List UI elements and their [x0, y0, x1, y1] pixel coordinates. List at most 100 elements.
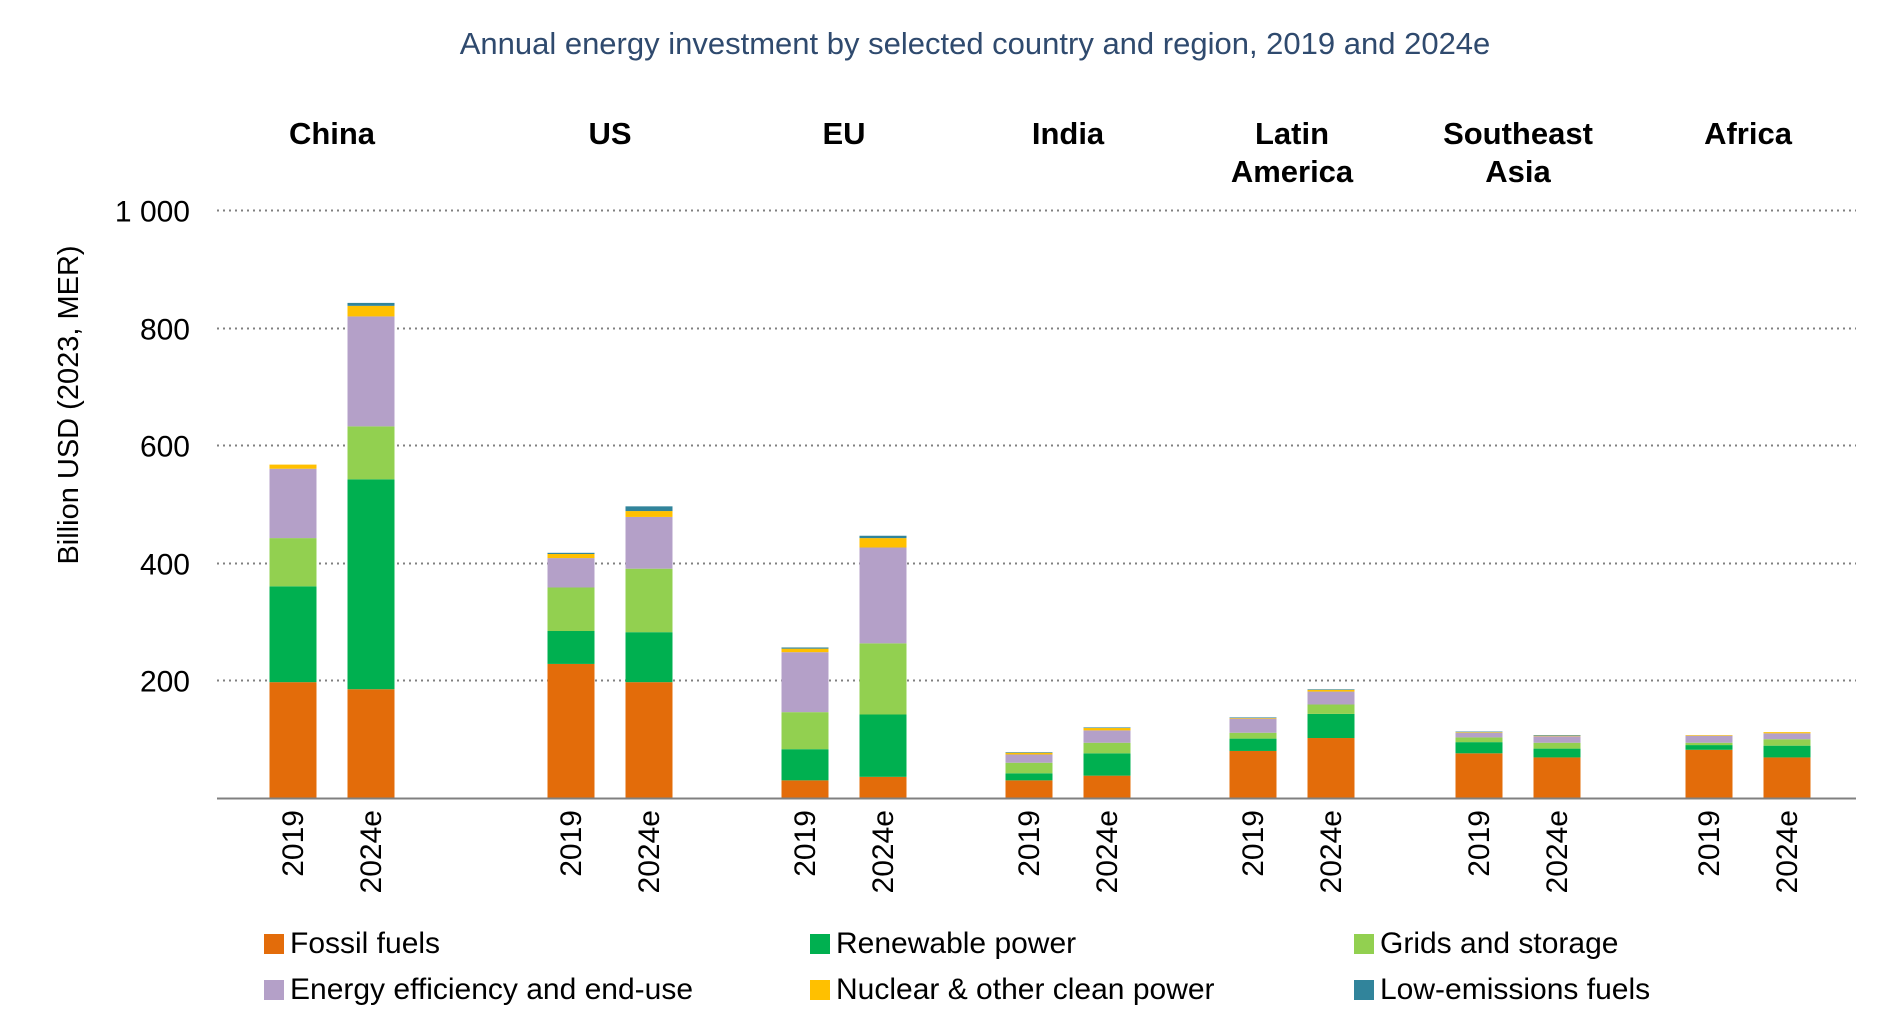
legend-swatch — [264, 980, 284, 1000]
bar-segment-grids-and-storage — [1005, 762, 1053, 774]
bar-segment-nuclear-other-clean-power — [547, 553, 595, 559]
y-tick-label: 800 — [140, 314, 190, 347]
bar-segment-renewable-power — [1533, 748, 1581, 758]
bar-segment-renewable-power — [1763, 745, 1811, 758]
group-label-eu: EU — [822, 116, 865, 151]
bar-segment-energy-efficiency-and-end-use — [547, 558, 595, 588]
x-tick-label: 2024e — [355, 810, 388, 893]
bar-segment-low-emissions-fuels — [1229, 717, 1277, 719]
bar-segment-grids-and-storage — [269, 538, 317, 587]
legend-item-renewable-power: Renewable power — [810, 927, 1076, 960]
bar-segment-nuclear-other-clean-power — [781, 648, 829, 653]
bar-segment-fossil-fuels — [859, 776, 907, 798]
bar-segment-energy-efficiency-and-end-use — [1533, 736, 1581, 743]
bar-segment-nuclear-other-clean-power — [1455, 732, 1503, 733]
bar-segment-low-emissions-fuels — [781, 647, 829, 649]
bar-segment-fossil-fuels — [1763, 757, 1811, 798]
bar-segment-fossil-fuels — [1455, 753, 1503, 798]
bars — [269, 302, 1811, 798]
bar-segment-fossil-fuels — [625, 682, 673, 798]
y-tick-label: 400 — [140, 549, 190, 582]
group-label-africa: Africa — [1704, 116, 1793, 151]
bar-segment-energy-efficiency-and-end-use — [625, 516, 673, 569]
bar-segment-fossil-fuels — [1005, 780, 1053, 798]
bar-group-eu — [781, 535, 907, 798]
legend-label: Renewable power — [836, 927, 1076, 960]
legend-item-low-emissions-fuels: Low-emissions fuels — [1354, 973, 1650, 1006]
bar-segment-renewable-power — [1229, 738, 1277, 751]
bar-segment-renewable-power — [1455, 742, 1503, 754]
bar-segment-nuclear-other-clean-power — [347, 305, 395, 317]
legend-label: Grids and storage — [1380, 927, 1618, 960]
legend-label: Nuclear & other clean power — [836, 973, 1215, 1006]
bar-segment-grids-and-storage — [347, 426, 395, 480]
group-label-india: India — [1032, 116, 1105, 151]
bar-segment-low-emissions-fuels — [1455, 731, 1503, 733]
bar-group-southeast-asia — [1455, 731, 1581, 798]
x-tick-label: 2019 — [555, 810, 588, 877]
legend-label: Low-emissions fuels — [1380, 973, 1650, 1006]
bar-segment-energy-efficiency-and-end-use — [781, 652, 829, 713]
bar-segment-low-emissions-fuels — [1005, 752, 1053, 753]
legend-swatch — [264, 934, 284, 954]
bar-segment-energy-efficiency-and-end-use — [1005, 754, 1053, 763]
x-tick-label: 2024e — [1541, 810, 1574, 893]
bar-segment-energy-efficiency-and-end-use — [347, 316, 395, 427]
bar-segment-renewable-power — [781, 749, 829, 781]
bar-group-us — [547, 506, 673, 798]
bar-segment-nuclear-other-clean-power — [1685, 735, 1733, 736]
bar-segment-nuclear-other-clean-power — [1533, 735, 1581, 737]
bar-segment-low-emissions-fuels — [347, 302, 395, 306]
legend-item-nuclear-other-clean-power: Nuclear & other clean power — [810, 973, 1215, 1006]
bar-segment-grids-and-storage — [1455, 737, 1503, 743]
bar-segment-renewable-power — [1685, 745, 1733, 750]
bar-segment-low-emissions-fuels — [1307, 689, 1355, 690]
bar-segment-nuclear-other-clean-power — [1229, 718, 1277, 719]
bar-segment-energy-efficiency-and-end-use — [1685, 735, 1733, 743]
legend-item-fossil-fuels: Fossil fuels — [264, 927, 440, 960]
group-label-us: US — [588, 116, 631, 151]
bar-segment-nuclear-other-clean-power — [859, 538, 907, 548]
bar-segment-grids-and-storage — [1685, 742, 1733, 746]
bar-group-latin-america — [1229, 689, 1355, 798]
x-axis-ticks: 2019 2024e 2019 2024e 2019 2024e 2019 2024e 2019… — [277, 810, 1804, 893]
bar-segment-renewable-power — [1307, 713, 1355, 739]
bar-segment-energy-efficiency-and-end-use — [1455, 732, 1503, 738]
y-axis-title: Billion USD (2023, MER) — [53, 245, 85, 564]
bar-segment-fossil-fuels — [1083, 775, 1131, 798]
bar-segment-grids-and-storage — [1763, 739, 1811, 746]
legend-item-energy-efficiency-and-end-use: Energy efficiency and end-use — [264, 973, 693, 1006]
group-label-china: China — [289, 116, 376, 151]
bar-group-africa — [1685, 732, 1811, 798]
bar-segment-renewable-power — [1083, 753, 1131, 776]
bar-segment-nuclear-other-clean-power — [1763, 732, 1811, 734]
bar-segment-fossil-fuels — [1307, 738, 1355, 798]
bar-segment-energy-efficiency-and-end-use — [1083, 730, 1131, 743]
bar-segment-fossil-fuels — [1533, 757, 1581, 798]
bar-segment-grids-and-storage — [1229, 732, 1277, 739]
bar-segment-grids-and-storage — [781, 712, 829, 750]
x-tick-label: 2019 — [1237, 810, 1270, 877]
group-labels: China US EU India Latin America Southeast Asia A… — [289, 116, 1793, 189]
bar-group-china — [269, 302, 395, 798]
bar-segment-nuclear-other-clean-power — [1307, 689, 1355, 692]
bar-segment-energy-efficiency-and-end-use — [1229, 718, 1277, 733]
x-tick-label: 2024e — [1771, 810, 1804, 893]
bar-segment-renewable-power — [547, 631, 595, 664]
x-tick-label: 2019 — [1463, 810, 1496, 877]
bar-segment-fossil-fuels — [1685, 749, 1733, 798]
legend-swatch — [1354, 934, 1374, 954]
legend: Fossil fuels Renewable power Grids and sto… — [264, 927, 1650, 1006]
bar-segment-fossil-fuels — [347, 689, 395, 798]
x-tick-label: 2019 — [789, 810, 822, 877]
bar-segment-renewable-power — [1005, 773, 1053, 781]
x-tick-label: 2024e — [1315, 810, 1348, 893]
bar-segment-grids-and-storage — [1307, 704, 1355, 714]
legend-swatch — [810, 980, 830, 1000]
bar-segment-renewable-power — [347, 479, 395, 690]
bar-segment-fossil-fuels — [1229, 750, 1277, 798]
group-label-southeast-asia: Southeast Asia — [1443, 116, 1593, 189]
bar-group-india — [1005, 727, 1131, 798]
bar-segment-energy-efficiency-and-end-use — [1307, 691, 1355, 705]
